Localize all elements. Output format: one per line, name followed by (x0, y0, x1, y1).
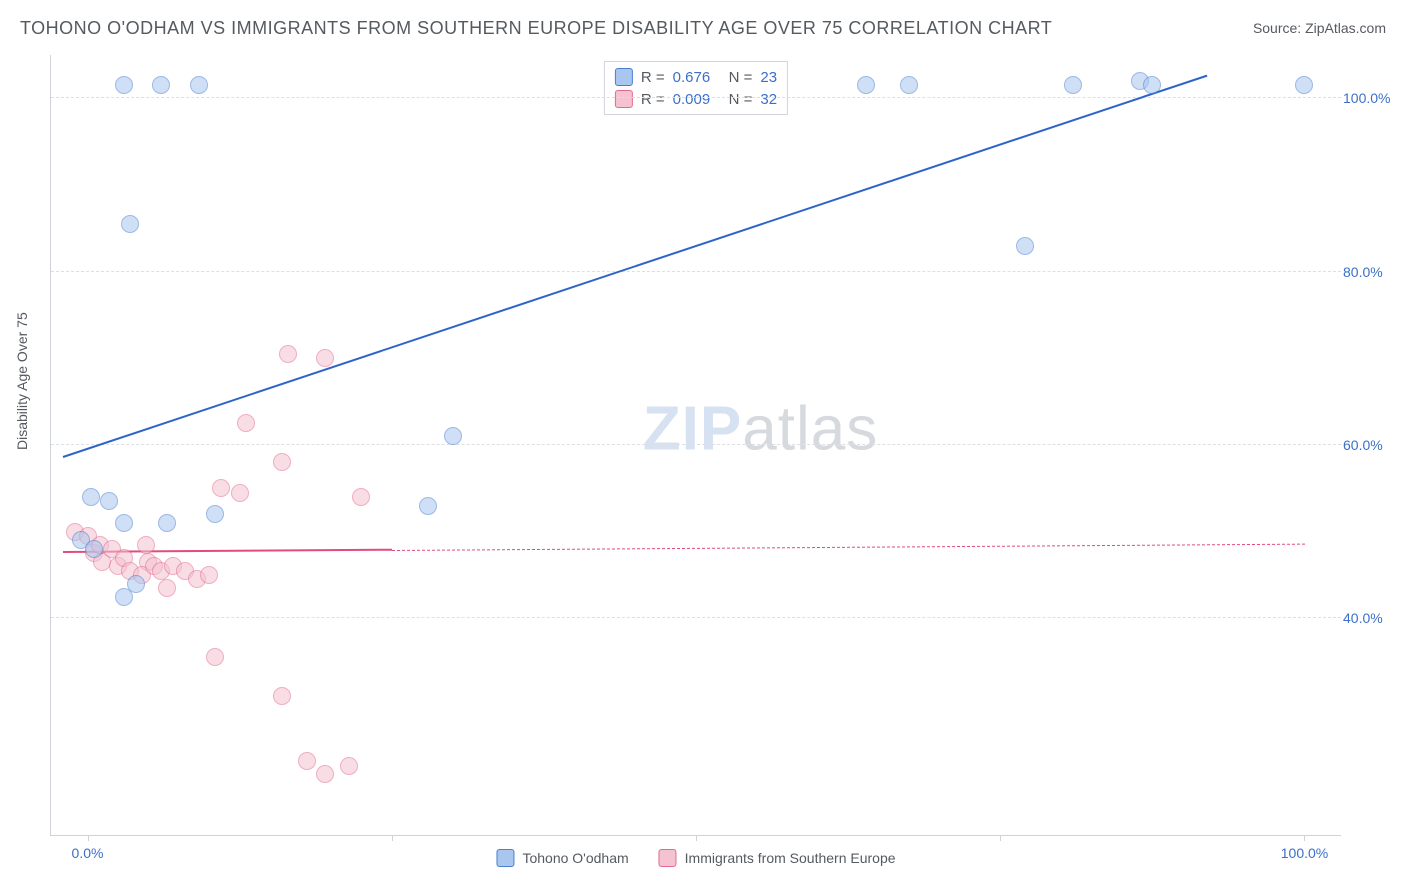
scatter-point (273, 687, 291, 705)
legend-swatch (496, 849, 514, 867)
scatter-point (900, 76, 918, 94)
watermark-prefix: ZIP (643, 395, 742, 464)
chart-title: TOHONO O'ODHAM VS IMMIGRANTS FROM SOUTHE… (20, 18, 1052, 39)
scatter-point (444, 427, 462, 445)
scatter-point (316, 349, 334, 367)
regression-line (392, 544, 1305, 551)
legend-r-value: 0.009 (673, 91, 721, 108)
y-tick-label: 40.0% (1343, 610, 1391, 626)
legend-swatch (615, 68, 633, 86)
scatter-point (1016, 237, 1034, 255)
scatter-point (206, 505, 224, 523)
legend-n-value: 32 (760, 91, 777, 108)
scatter-point (206, 648, 224, 666)
scatter-point (115, 588, 133, 606)
scatter-point (190, 76, 208, 94)
scatter-point (340, 757, 358, 775)
correlation-legend: R = 0.676 N = 23 R = 0.009 N = 32 (604, 61, 788, 115)
legend-row: R = 0.676 N = 23 (615, 66, 777, 88)
scatter-point (158, 579, 176, 597)
scatter-point (121, 215, 139, 233)
legend-n-label: N = (729, 69, 753, 86)
scatter-point (273, 453, 291, 471)
gridline (51, 617, 1341, 618)
legend-series-label: Tohono O'odham (522, 850, 628, 866)
y-tick-label: 100.0% (1343, 90, 1391, 106)
x-tick-label: 100.0% (1281, 845, 1328, 861)
legend-n-label: N = (729, 91, 753, 108)
y-tick-label: 60.0% (1343, 437, 1391, 453)
scatter-point (316, 765, 334, 783)
scatter-point (279, 345, 297, 363)
watermark-suffix: atlas (742, 395, 878, 464)
scatter-point (298, 752, 316, 770)
scatter-point (352, 488, 370, 506)
legend-swatch (615, 90, 633, 108)
scatter-point (1143, 76, 1161, 94)
y-axis-label: Disability Age Over 75 (14, 312, 30, 450)
legend-swatch (659, 849, 677, 867)
scatter-point (1295, 76, 1313, 94)
x-tick (1304, 835, 1305, 841)
scatter-point (200, 566, 218, 584)
legend-r-value: 0.676 (673, 69, 721, 86)
regression-line (63, 75, 1208, 458)
scatter-point (115, 76, 133, 94)
x-tick (696, 835, 697, 841)
gridline (51, 271, 1341, 272)
legend-series-label: Immigrants from Southern Europe (685, 850, 896, 866)
scatter-point (82, 488, 100, 506)
legend-r-label: R = (641, 69, 665, 86)
chart-container: TOHONO O'ODHAM VS IMMIGRANTS FROM SOUTHE… (0, 0, 1406, 892)
scatter-point (115, 514, 133, 532)
source-label: Source: ZipAtlas.com (1253, 20, 1386, 36)
scatter-point (212, 479, 230, 497)
gridline (51, 97, 1341, 98)
legend-item: Tohono O'odham (496, 849, 628, 867)
x-tick-label: 0.0% (72, 845, 104, 861)
y-tick-label: 80.0% (1343, 264, 1391, 280)
scatter-point (237, 414, 255, 432)
scatter-point (85, 540, 103, 558)
legend-row: R = 0.009 N = 32 (615, 88, 777, 110)
x-tick (88, 835, 89, 841)
gridline (51, 444, 1341, 445)
scatter-point (137, 536, 155, 554)
series-legend: Tohono O'odham Immigrants from Southern E… (496, 849, 895, 867)
watermark: ZIPatlas (643, 394, 878, 465)
legend-r-label: R = (641, 91, 665, 108)
scatter-point (231, 484, 249, 502)
legend-n-value: 23 (760, 69, 777, 86)
x-tick (392, 835, 393, 841)
scatter-point (1064, 76, 1082, 94)
scatter-point (152, 76, 170, 94)
scatter-point (158, 514, 176, 532)
plot-area: ZIPatlas R =0.676N =23R =0.009N =32 Toho… (50, 55, 1341, 836)
scatter-point (419, 497, 437, 515)
x-tick (1000, 835, 1001, 841)
legend-item: Immigrants from Southern Europe (659, 849, 896, 867)
scatter-point (857, 76, 875, 94)
scatter-point (100, 492, 118, 510)
